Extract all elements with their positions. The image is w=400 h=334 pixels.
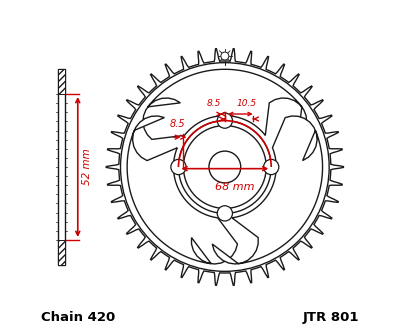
Circle shape xyxy=(209,151,241,183)
Polygon shape xyxy=(58,240,65,265)
Text: Chain 420: Chain 420 xyxy=(41,311,115,324)
Polygon shape xyxy=(58,69,65,94)
Circle shape xyxy=(217,113,232,128)
Polygon shape xyxy=(106,49,344,285)
Polygon shape xyxy=(127,116,238,264)
Text: 8.5: 8.5 xyxy=(207,99,222,108)
Text: 10.5: 10.5 xyxy=(236,99,256,108)
Circle shape xyxy=(264,159,279,175)
Text: 52 mm: 52 mm xyxy=(82,149,92,185)
Circle shape xyxy=(178,121,271,213)
Circle shape xyxy=(217,206,232,221)
Text: 68 mm: 68 mm xyxy=(215,182,254,192)
Polygon shape xyxy=(212,116,322,264)
Circle shape xyxy=(171,159,186,175)
Text: JTR 801: JTR 801 xyxy=(302,311,359,324)
Text: 8.5: 8.5 xyxy=(170,119,186,129)
Polygon shape xyxy=(143,69,307,139)
Circle shape xyxy=(120,63,329,271)
Polygon shape xyxy=(58,69,65,265)
